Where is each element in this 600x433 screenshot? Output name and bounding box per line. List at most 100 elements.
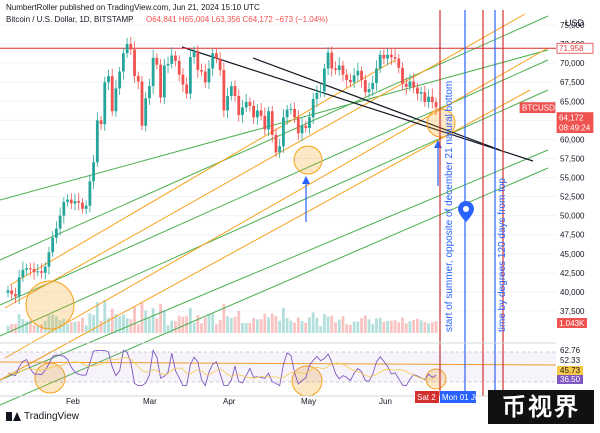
volume-bar	[62, 318, 66, 333]
volume-bar	[341, 316, 345, 333]
candle-body	[252, 105, 256, 118]
volume-bar	[151, 308, 155, 333]
candle-body	[170, 55, 174, 64]
volume-bar	[259, 319, 263, 333]
candle-body	[293, 108, 296, 118]
candle-body	[278, 146, 282, 153]
green-channel-line	[0, 49, 549, 201]
price-tag-box	[556, 122, 594, 134]
volume-bar	[349, 324, 352, 333]
candle-body	[274, 134, 278, 153]
volume-bar	[278, 320, 282, 333]
price-tick-label: 50,000	[560, 212, 585, 221]
volume-bar	[129, 319, 133, 333]
volume-bar	[241, 323, 244, 333]
price-scale[interactable]: 75,00072,50070,00067,50065,00062,50060,0…	[556, 0, 600, 404]
candle-body	[162, 65, 166, 98]
candle-body	[159, 64, 162, 98]
volume-bar	[415, 318, 419, 333]
volume-bar	[40, 324, 43, 333]
volume-bar	[99, 321, 103, 333]
volume-bar	[6, 325, 10, 333]
candle-body	[25, 268, 29, 270]
candle-body	[107, 76, 110, 83]
rsi-orange-line	[0, 361, 557, 366]
volume-bar	[73, 321, 77, 333]
volume-bar	[371, 323, 375, 333]
volume-bar	[244, 323, 248, 333]
volume-bar	[133, 307, 136, 333]
volume-bar	[423, 321, 427, 333]
candle-body	[386, 54, 390, 59]
volume-bar	[174, 321, 177, 333]
candle-body	[393, 57, 397, 59]
annotation-120-days: time by degrees 120 days from top	[497, 178, 508, 332]
candle-body	[92, 162, 95, 182]
volume-bar	[319, 326, 323, 333]
volume-bar	[192, 322, 196, 333]
volume-bar	[322, 314, 326, 333]
price-tick-label: 70,000	[560, 59, 585, 68]
candle-body	[181, 74, 185, 85]
candle-body	[352, 75, 356, 83]
candle-body	[322, 68, 326, 92]
price-tag-label: BTCUSD	[522, 104, 555, 113]
volume-bar	[144, 310, 148, 333]
candle-body	[103, 82, 107, 125]
volume-bar	[125, 318, 129, 333]
candle-body	[62, 201, 66, 216]
price-tick-label: 57,500	[560, 154, 585, 163]
volume-bar	[110, 308, 114, 333]
candle-body	[140, 81, 144, 126]
time-tick-label: Apr	[223, 397, 236, 406]
candle-body	[229, 86, 233, 96]
volume-bar	[293, 322, 296, 333]
candle-body	[218, 58, 222, 71]
volume-bar	[229, 317, 233, 333]
candle-body	[304, 125, 308, 128]
candle-body	[300, 125, 304, 134]
volume-bar	[356, 321, 360, 333]
volume-bar	[419, 320, 423, 333]
volume-bar	[215, 324, 218, 333]
candle-body	[211, 53, 215, 69]
candle-body	[248, 102, 252, 106]
candle-body	[207, 68, 211, 83]
tradingview-logo[interactable]: TradingView	[6, 411, 79, 422]
candle-body	[125, 44, 129, 54]
candle-body	[200, 70, 203, 72]
volume-bar	[248, 323, 252, 333]
volume-bar	[389, 320, 393, 333]
candle-body	[430, 96, 434, 103]
volume-bar	[352, 321, 356, 333]
ohlc-readout: O64,841 H65,004 L63,356 C64,172 −673 (−1…	[146, 15, 328, 24]
location-pin-dot	[463, 206, 469, 212]
candle-body	[144, 98, 148, 126]
candle-body	[47, 252, 51, 267]
volume-bar	[289, 320, 293, 333]
volume-bar	[222, 303, 226, 333]
time-tick-label: Feb	[66, 397, 80, 406]
volume-bar	[285, 318, 289, 333]
candle-body	[14, 294, 17, 297]
rsi-line	[7, 349, 437, 387]
volume-bar	[237, 311, 241, 333]
volume-label: 1.043K	[559, 319, 585, 328]
candle-body	[423, 92, 427, 103]
symbol-title[interactable]: Bitcoin / U.S. Dollar, 1D, BITSTAMP	[6, 15, 133, 24]
volume-bar	[69, 322, 73, 333]
candle-body	[66, 199, 69, 202]
candle-body	[282, 117, 285, 147]
candle-body	[315, 92, 319, 100]
candle-body	[121, 53, 125, 72]
green-channel-line	[0, 167, 549, 406]
candle-body	[367, 89, 371, 93]
candle-body	[244, 102, 248, 108]
price-tag-label: 64,172	[559, 114, 584, 123]
price-tick-label: 52,500	[560, 193, 585, 202]
currency-label: USD	[565, 18, 585, 28]
candle-body	[6, 290, 10, 293]
volume-bar	[148, 317, 151, 333]
volume-bar	[363, 315, 367, 333]
